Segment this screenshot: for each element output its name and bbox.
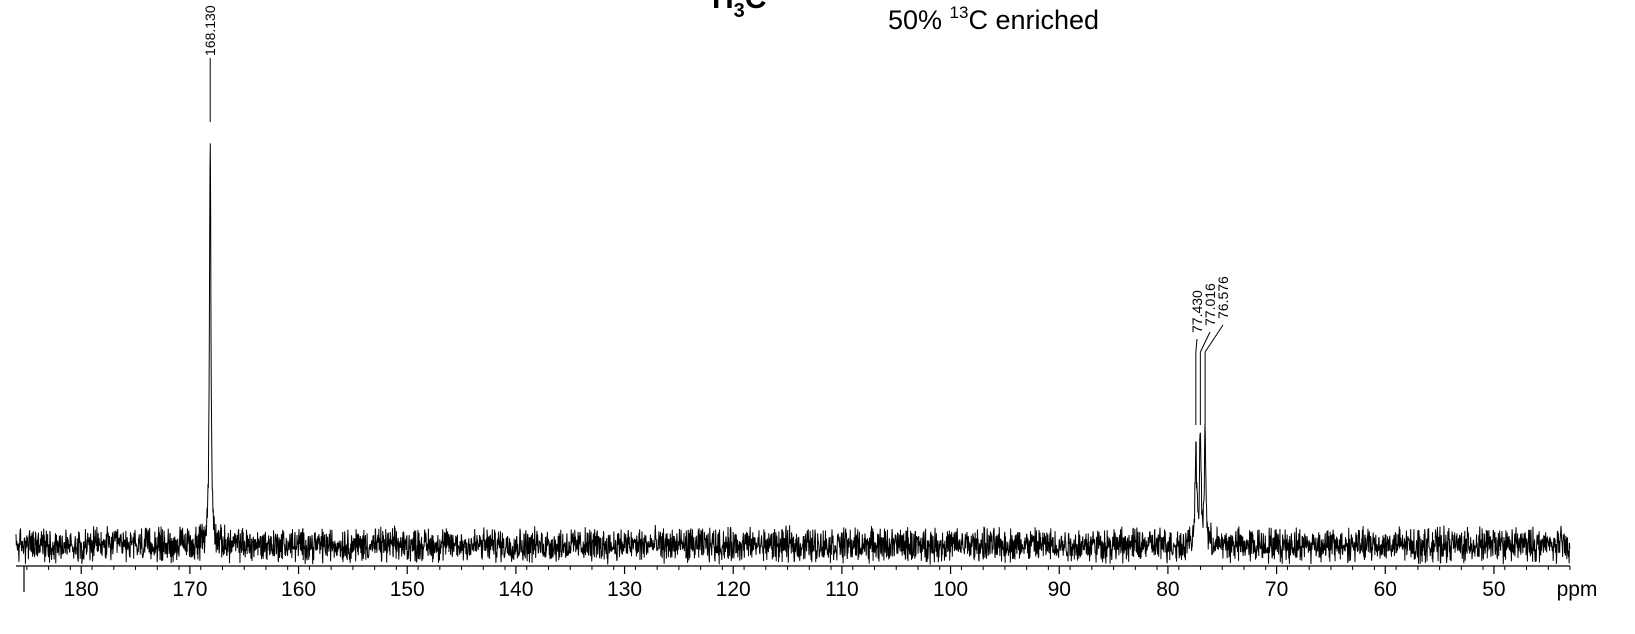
x-axis-unit-label: ppm [1557,578,1598,601]
x-tick-label: 130 [607,578,642,601]
peak-leader-line [1204,324,1224,353]
title-superscript: 13 [950,3,969,22]
svg-text:50% 13C enriched: 50% 13C enriched [888,3,1099,35]
x-tick-label: 70 [1265,578,1288,601]
peak-label: 168.130 [202,5,218,56]
x-tick-label: 50 [1482,578,1505,601]
x-tick-label: 120 [716,578,751,601]
x-tick-label: 90 [1048,578,1071,601]
title-suffix: C enriched [968,5,1099,35]
peak-leader-line [1199,331,1211,353]
title-prefix: 50% [888,5,950,35]
formula-main: H [712,0,734,15]
chart-title: 50% 13C enriched [888,3,1099,35]
x-tick-label: 60 [1374,578,1397,601]
x-tick-label: 160 [281,578,316,601]
x-axis: 180 170 160 150 140 130 120 110 100 90 80 70 60 50 [16,565,1571,601]
x-tick-label: 170 [172,578,207,601]
x-tick-label: 150 [390,578,425,601]
peak-label: 76.576 [1215,276,1231,319]
peak-leader-line [1195,338,1198,353]
compound-formula: H3C [712,0,766,22]
formula-rest: C [745,0,767,15]
formula-subscript: 3 [734,0,745,22]
peak-label: 77.430 [1189,290,1205,333]
x-tick-label: 80 [1156,578,1179,601]
spectrum-trace [15,143,1571,565]
x-tick-label: 140 [498,578,533,601]
x-tick-label: 110 [825,578,858,601]
x-tick-label: 180 [64,578,99,601]
peak-label: 77.016 [1202,283,1218,326]
svg-text:H3C: H3C [712,0,766,22]
x-tick-label: 100 [933,578,968,601]
